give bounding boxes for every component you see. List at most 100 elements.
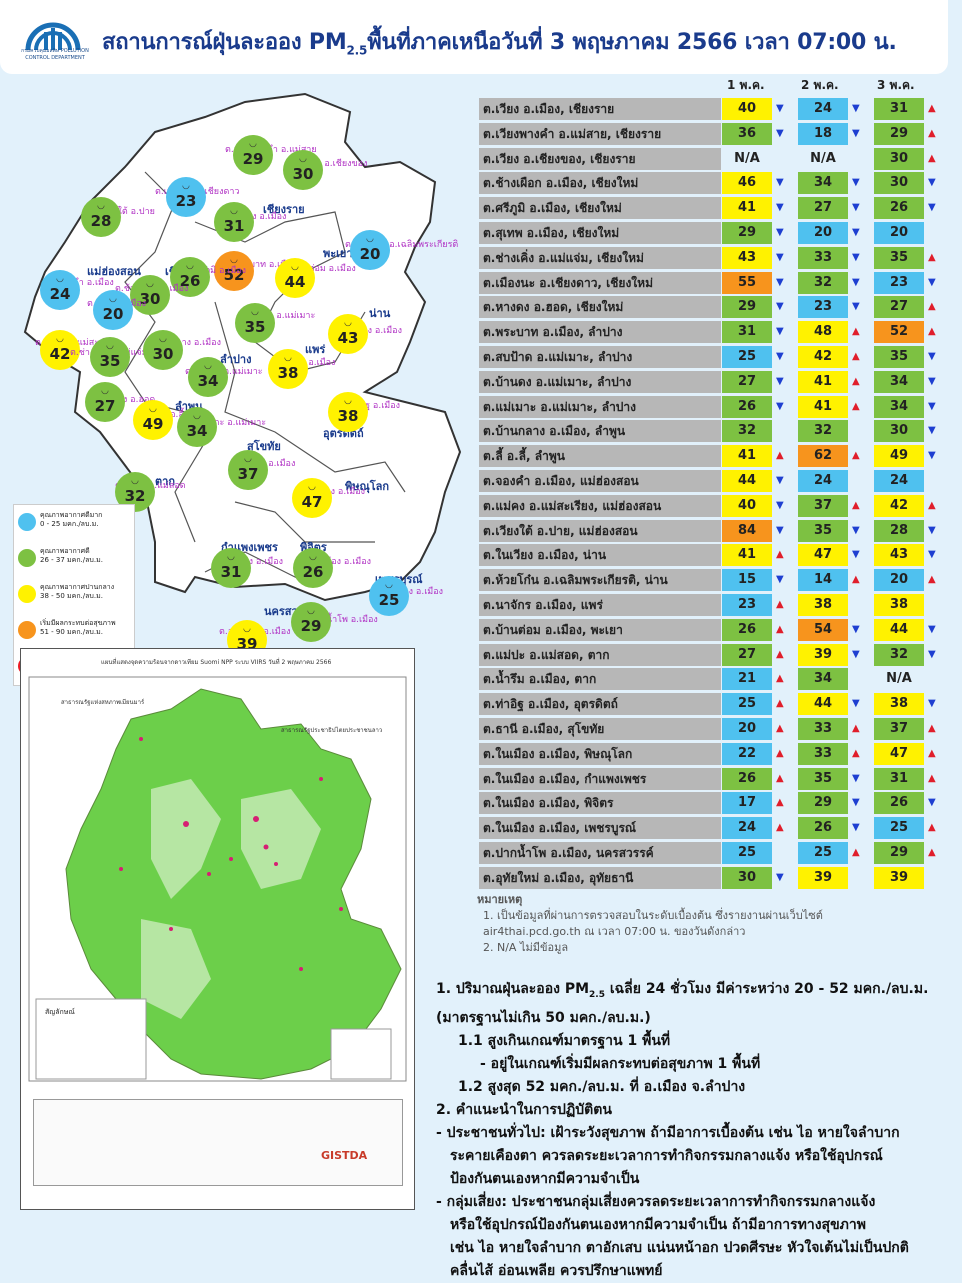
satellite-legend-title: สัญลักษณ์: [45, 1008, 75, 1016]
trend-up-icon: ▲: [928, 103, 936, 114]
station-value: 49: [142, 415, 164, 433]
station-bubble[interactable]: ◡ 35: [235, 303, 275, 343]
day-2-value: 48: [798, 321, 848, 344]
day-2-value: 38: [798, 594, 848, 616]
gistda-logo: GISTDA: [321, 1149, 368, 1162]
station-bubble[interactable]: ◡ 34: [188, 357, 228, 397]
table-row: ต.จองคำ อ.เมือง, แม่ฮ่องสอน 44 ▼ 24 24: [479, 470, 944, 492]
station-value: 31: [223, 217, 245, 235]
trend-up-icon: ▲: [928, 251, 936, 263]
legend-text: คุณภาพอากาศดีมาก 0 - 25 มคก./ลบ.ม.: [40, 511, 102, 529]
station-bubble[interactable]: ◡ 35: [90, 337, 130, 377]
table-row: ต.ลี้ อ.ลี้, ลำพูน 41 ▲ 62 ▲ 49 ▼: [479, 445, 944, 468]
trend-down-icon: ▼: [776, 351, 784, 362]
trend-up-icon: ▲: [852, 450, 860, 462]
legend-title: คุณภาพอากาศดีมาก: [40, 511, 103, 519]
trend-up-icon: ▲: [776, 797, 784, 809]
station-bubble[interactable]: ◡ 26: [293, 548, 333, 588]
day-2-value: 29: [798, 792, 848, 815]
trend-up-icon: ▲: [776, 599, 784, 610]
day-1-value: 21: [722, 668, 772, 691]
station-value: 26: [179, 272, 201, 290]
day-2-value: 54: [798, 618, 848, 641]
day-1-value: 27: [722, 370, 772, 393]
trend-down-icon: ▼: [852, 127, 860, 139]
trend-up-icon: ▲: [852, 375, 860, 387]
day-2-value: 41: [798, 395, 848, 418]
station-bubble[interactable]: ◡ 38: [268, 349, 308, 389]
day-1-value: 55: [722, 271, 772, 294]
station-label: ต.ปากน้ำโพ อ.เมือง: [301, 615, 378, 625]
station-bubble[interactable]: ◡ 24: [40, 270, 80, 310]
day-1-value: 41: [722, 445, 772, 468]
station-bubble[interactable]: ◡ 42: [40, 330, 80, 370]
station-name: ต.พระบาท อ.เมือง, ลำปาง: [479, 321, 721, 344]
station-label: ต.ในเมือง อ.เมือง: [303, 557, 371, 567]
province-label: พิษณุโลก: [345, 480, 390, 493]
station-name: ต.แม่เมาะ อ.แม่เมาะ, ลำปาง: [479, 395, 721, 418]
station-bubble[interactable]: ◡ 27: [85, 382, 125, 422]
table-row: ต.ช้างเผือก อ.เมือง, เชียงใหม่ 46 ▼ 34 ▼ 30 ▼: [479, 172, 944, 195]
station-bubble[interactable]: ◡ 20: [350, 230, 390, 270]
province-label: สุโขทัย: [247, 440, 281, 453]
station-bubble[interactable]: ◡ 47: [292, 478, 332, 518]
satellite-hotspot-map: แผนที่แสดงจุดความร้อนจากดาวเทียม Suomi N…: [20, 648, 415, 1210]
trend-up-icon: ▲: [852, 847, 860, 858]
station-bubble[interactable]: ◡ 28: [81, 197, 121, 237]
trend-up-icon: ▲: [776, 772, 784, 784]
station-name: ต.จองคำ อ.เมือง, แม่ฮ่องสอน: [479, 470, 721, 492]
info-line-8: ระคายเคืองตา ควรลดระยะเวลาการทำกิจกรรมกล…: [450, 1147, 883, 1164]
smiley-icon: ◡: [109, 294, 117, 304]
page-title: สถานการณ์ฝุ่นละออง PM2.5พื้นที่ภาคเหนือว…: [102, 30, 897, 58]
table-row: ต.ศรีภูมิ อ.เมือง, เชียงใหม่ 41 ▼ 27 ▼ 26 ▼: [479, 197, 944, 220]
day-3-value: 31: [874, 767, 924, 790]
info-line-10: - กลุ่มเสี่ยง: ประชาชนกลุ่มเสี่ยงควรลดระ…: [436, 1193, 876, 1210]
station-bubble[interactable]: ◡ 37: [228, 450, 268, 490]
station-bubble[interactable]: ◡ 43: [328, 314, 368, 354]
day-3-value: 37: [874, 718, 924, 740]
legend-range: 38 - 50 มคก./ลบ.ม.: [40, 592, 103, 600]
station-bubble[interactable]: ◡ 38: [328, 392, 368, 432]
station-bubble[interactable]: ◡ 23: [166, 177, 206, 217]
day-2-value: 33: [798, 718, 848, 740]
trend-down-icon: ▼: [776, 499, 784, 511]
trend-down-icon: ▼: [852, 251, 860, 263]
trend-down-icon: ▼: [776, 251, 784, 263]
smiley-icon: ◡: [204, 361, 212, 371]
day-2-value: 35: [798, 767, 848, 790]
station-name: ต.ธานี อ.เมือง, สุโขทัย: [479, 718, 721, 740]
smiley-icon: ◡: [186, 261, 194, 271]
station-bubble[interactable]: ◡ 31: [214, 202, 254, 242]
info-line-2: (มาตรฐานไม่เกิน 50 มคก./ลบ.ม.): [436, 1009, 651, 1026]
trend-down-icon: ▼: [852, 524, 860, 536]
day-3-value: 52: [874, 321, 924, 344]
table-row: ต.ในเมือง อ.เมือง, พิจิตร 17 ▲ 29 ▼ 26 ▼: [479, 792, 944, 815]
station-bubble[interactable]: ◡ 44: [275, 258, 315, 298]
station-bubble[interactable]: ◡ 49: [133, 400, 173, 440]
station-bubble[interactable]: ◡ 31: [211, 548, 251, 588]
trend-up-icon: ▲: [776, 648, 784, 660]
station-bubble[interactable]: ◡ 30: [130, 275, 170, 315]
station-bubble[interactable]: ◡ 26: [170, 257, 210, 297]
station-value: 47: [301, 493, 323, 511]
station-bubble[interactable]: ◡ 20: [93, 290, 133, 330]
station-name: ต.เวียงพางคำ อ.แม่สาย, เชียงราย: [479, 122, 721, 145]
station-bubble[interactable]: ◡ 30: [283, 150, 323, 190]
trend-up-icon: ▲: [928, 127, 936, 139]
trend-up-icon: ▲: [928, 326, 936, 338]
station-bubble[interactable]: ◡ 30: [143, 330, 183, 370]
smiley-icon: ◡: [230, 206, 238, 216]
station-bubble[interactable]: ◡ 29: [291, 602, 331, 642]
day-2-value: 44: [798, 693, 848, 716]
table-row: ต.บ้านต่อม อ.เมือง, พะเยา 26 ▲ 54 ▼ 44 ▼: [479, 618, 944, 641]
legend-item: คุณภาพอากาศดี 26 - 37 มคก./ลบ.ม.: [14, 541, 134, 577]
station-bubble[interactable]: ◡ 29: [233, 135, 273, 175]
station-name: ต.แม่ปะ อ.แม่สอด, ตาก: [479, 643, 721, 666]
province-label: น่าน: [369, 307, 391, 320]
station-value: 28: [90, 212, 112, 230]
station-bubble[interactable]: ◡ 34: [177, 407, 217, 447]
trend-down-icon: ▼: [928, 351, 936, 362]
station-bubble[interactable]: ◡ 25: [369, 576, 409, 616]
smiley-icon: ◡: [385, 580, 393, 590]
station-bubble[interactable]: ◡ 52: [214, 251, 254, 291]
